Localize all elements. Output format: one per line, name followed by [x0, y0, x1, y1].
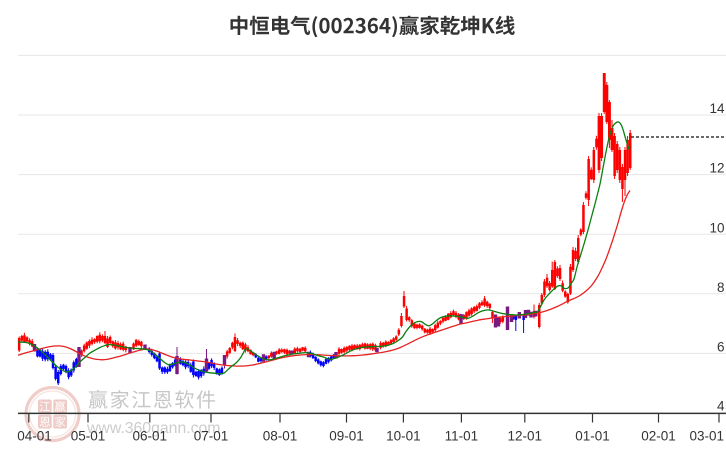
- svg-text:14: 14: [709, 101, 725, 116]
- svg-text:8: 8: [717, 280, 725, 295]
- svg-text:4: 4: [717, 399, 725, 414]
- svg-text:12-01: 12-01: [508, 429, 543, 444]
- svg-text:10-01: 10-01: [386, 429, 421, 444]
- svg-text:6: 6: [717, 340, 725, 355]
- svg-text:08-01: 08-01: [263, 429, 298, 444]
- svg-text:www.360gann.com: www.360gann.com: [86, 420, 220, 437]
- svg-text:12: 12: [709, 161, 724, 176]
- svg-text:02-01: 02-01: [641, 429, 676, 444]
- svg-text:04-01: 04-01: [17, 429, 52, 444]
- svg-text:11-01: 11-01: [445, 429, 479, 444]
- svg-text:09-01: 09-01: [329, 429, 364, 444]
- svg-text:03-01: 03-01: [689, 429, 724, 444]
- svg-text:07-01: 07-01: [194, 429, 229, 444]
- svg-text:01-01: 01-01: [575, 429, 610, 444]
- svg-text:06-01: 06-01: [133, 429, 168, 444]
- svg-text:05-01: 05-01: [71, 429, 106, 444]
- svg-text:10: 10: [709, 220, 724, 235]
